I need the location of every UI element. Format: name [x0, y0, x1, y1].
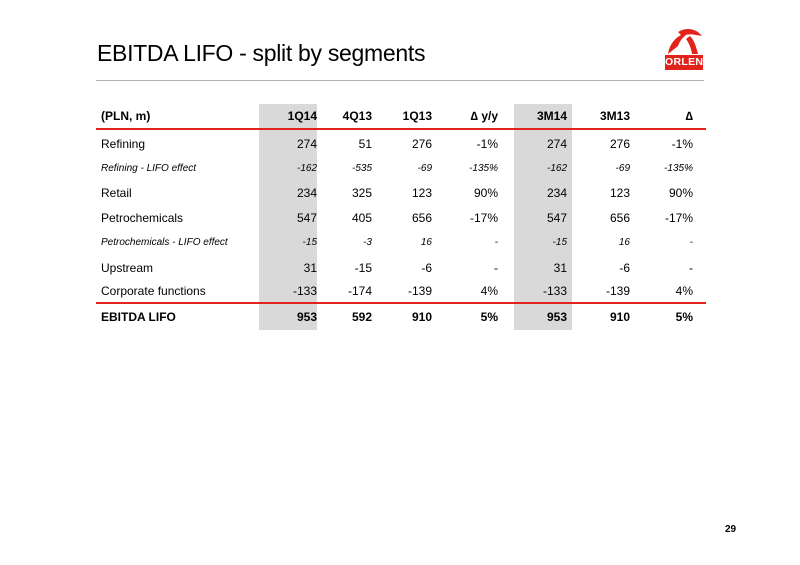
row-label: Retail — [101, 186, 132, 200]
header-delta: ∆ — [685, 109, 693, 123]
cell-value: 234 — [296, 186, 317, 200]
header-rule — [96, 128, 706, 130]
cell-value: - — [494, 237, 498, 248]
header-3m13: 3M13 — [599, 109, 630, 123]
table-header-row: (PLN, m) 1Q14 4Q13 1Q13 ∆ y/y 3M14 3M13 … — [96, 104, 706, 128]
title-divider — [96, 80, 704, 81]
header-4q13: 4Q13 — [342, 109, 372, 123]
cell-value: 16 — [420, 237, 432, 248]
cell-value: -162 — [546, 163, 567, 174]
header-1q13: 1Q13 — [402, 109, 432, 123]
row-label: Petrochemicals — [101, 210, 184, 225]
cell-value: -15 — [552, 237, 567, 248]
cell-value: -133 — [292, 284, 317, 298]
cell-value: 16 — [618, 237, 630, 248]
slide-title: EBITDA LIFO - split by segments — [97, 40, 426, 66]
table-row: Petrochemicals - LIFO effect -15 -3 16 -… — [96, 230, 706, 255]
cell-value: 592 — [351, 310, 372, 324]
cell-value: -17% — [664, 210, 693, 225]
cell-value: -15 — [354, 260, 372, 275]
cell-value: 31 — [553, 260, 567, 275]
cell-value: -162 — [296, 163, 317, 174]
row-label: Upstream — [101, 260, 154, 275]
cell-value: 405 — [351, 210, 372, 225]
cell-value: -69 — [417, 163, 432, 174]
eagle-logo-icon — [668, 29, 702, 54]
logo-wordmark: ORLEN — [665, 55, 704, 70]
row-label: Petrochemicals - LIFO effect — [101, 237, 228, 248]
cell-value: -6 — [619, 260, 630, 275]
cell-value: 4% — [480, 284, 498, 298]
table-total-row: EBITDA LIFO 953 592 910 5% 953 910 5% — [96, 304, 706, 330]
segments-table: (PLN, m) 1Q14 4Q13 1Q13 ∆ y/y 3M14 3M13 … — [96, 104, 706, 330]
cell-value: 234 — [546, 186, 567, 200]
table-row: Refining - LIFO effect -162 -535 -69 -13… — [96, 156, 706, 181]
cell-value: 656 — [609, 210, 630, 225]
cell-value: 4% — [675, 284, 693, 298]
cell-value: -174 — [347, 284, 372, 298]
cell-value: -135% — [469, 163, 498, 174]
page-number: 29 — [725, 524, 737, 535]
cell-value: 51 — [358, 137, 372, 151]
header-1q14: 1Q14 — [287, 109, 317, 123]
row-label: Refining - LIFO effect — [101, 163, 197, 174]
cell-value: -135% — [664, 163, 693, 174]
cell-value: -133 — [542, 284, 567, 298]
cell-value: - — [494, 260, 498, 275]
cell-value: 274 — [296, 137, 317, 151]
cell-value: 90% — [473, 186, 498, 200]
cell-value: 276 — [411, 137, 432, 151]
cell-value: -1% — [671, 137, 693, 151]
cell-value: 953 — [546, 310, 567, 324]
cell-value: -17% — [469, 210, 498, 225]
cell-value: -6 — [421, 260, 432, 275]
cell-value: 325 — [351, 186, 372, 200]
cell-value: 123 — [609, 186, 630, 200]
table-row: Retail 234 325 123 90% 234 123 90% — [96, 181, 706, 205]
cell-value: 547 — [296, 210, 317, 225]
cell-value: 274 — [546, 137, 567, 151]
cell-value: 910 — [609, 310, 630, 324]
table-row: Petrochemicals 547 405 656 -17% 547 656 … — [96, 205, 706, 230]
table-row: Refining 274 51 276 -1% 274 276 -1% — [96, 132, 706, 156]
cell-value: 5% — [480, 310, 498, 324]
cell-value: 276 — [609, 137, 630, 151]
cell-value: -535 — [351, 163, 372, 174]
cell-value: -1% — [476, 137, 498, 151]
cell-value: 547 — [546, 210, 567, 225]
cell-value: -139 — [407, 284, 432, 298]
cell-value: -3 — [363, 237, 372, 248]
total-rule — [96, 302, 706, 304]
cell-value: 953 — [296, 310, 317, 324]
header-delta-yy: ∆ y/y — [470, 109, 498, 123]
cell-value: -15 — [302, 237, 317, 248]
cell-value: -69 — [615, 163, 630, 174]
cell-value: - — [689, 260, 693, 275]
total-label: EBITDA LIFO — [101, 310, 176, 324]
table-row: Corporate functions -133 -174 -139 4% -1… — [96, 280, 706, 302]
cell-value: 656 — [411, 210, 432, 225]
orlen-logo: ORLEN — [660, 26, 706, 78]
row-label: Refining — [101, 137, 146, 151]
table-row: Upstream 31 -15 -6 - 31 -6 - — [96, 255, 706, 280]
cell-value: -139 — [605, 284, 630, 298]
cell-value: 5% — [675, 310, 693, 324]
cell-value: 31 — [303, 260, 317, 275]
row-label: Corporate functions — [101, 284, 206, 298]
cell-value: 910 — [411, 310, 432, 324]
header-3m14: 3M14 — [536, 109, 567, 123]
cell-value: 123 — [411, 186, 432, 200]
header-unit: (PLN, m) — [101, 109, 151, 123]
cell-value: 90% — [668, 186, 693, 200]
cell-value: - — [689, 237, 693, 248]
